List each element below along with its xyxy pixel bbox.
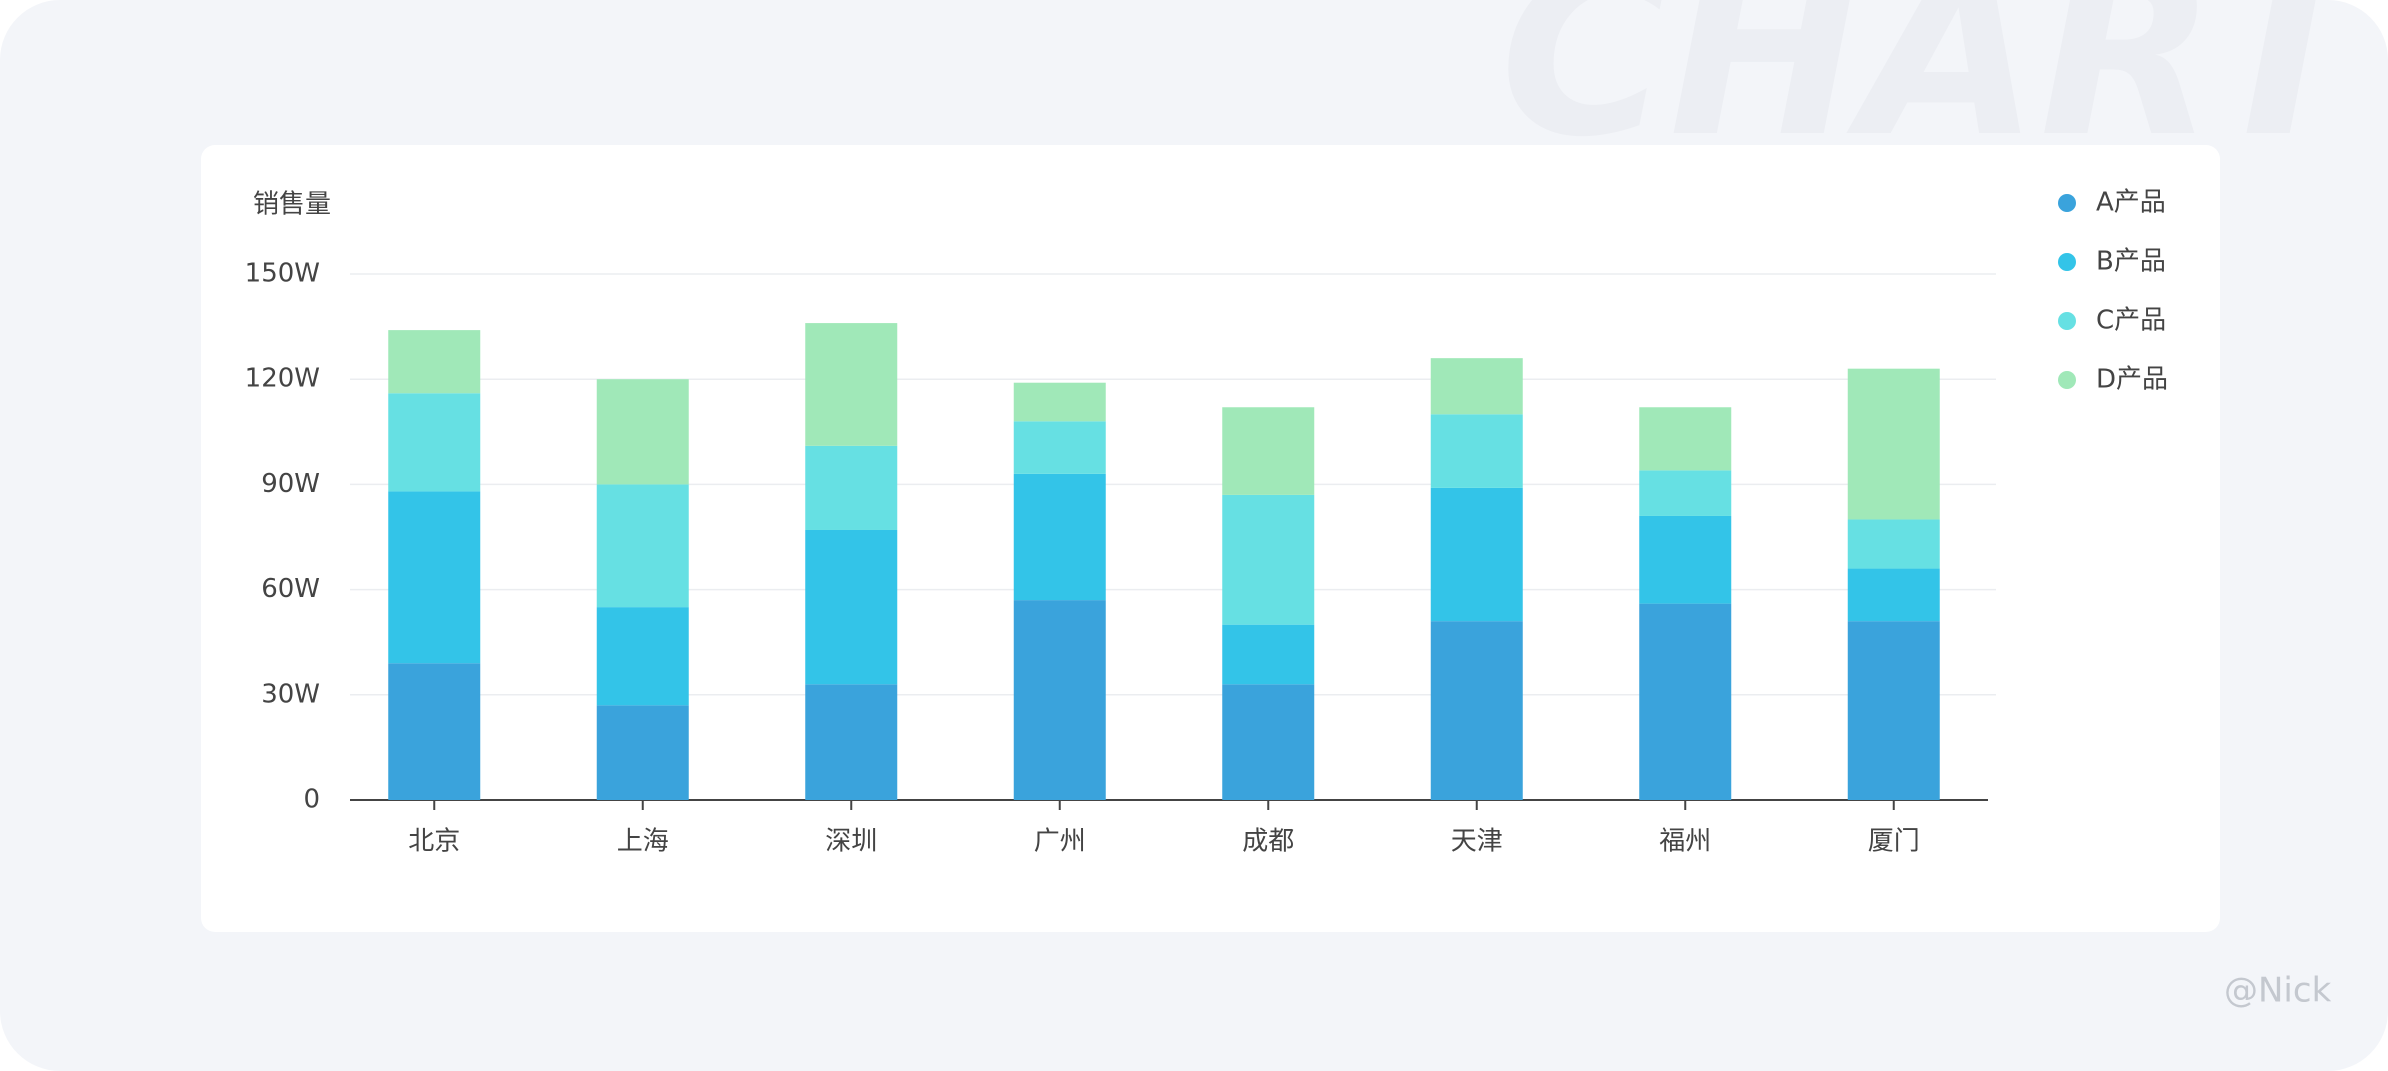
legend-marker xyxy=(2058,194,2076,212)
bar-segment xyxy=(596,484,689,608)
bar-segment xyxy=(1639,470,1732,516)
bar-segment xyxy=(596,705,689,800)
y-tick-label: 150W xyxy=(245,259,320,289)
bar-segment xyxy=(596,379,689,485)
bar-segment xyxy=(1222,624,1315,685)
y-axis-label: 销售量 xyxy=(253,190,331,220)
bar-segment xyxy=(388,330,481,394)
legend-marker xyxy=(2058,312,2076,330)
y-tick-label: 90W xyxy=(261,469,320,499)
x-tick-label: 厦门 xyxy=(1868,827,1920,857)
bar-segment xyxy=(1847,519,1940,569)
x-tick-label: 上海 xyxy=(617,827,669,857)
bar-segment xyxy=(1222,494,1315,625)
bar-segment xyxy=(1639,603,1732,800)
bar-segment xyxy=(1013,382,1106,422)
bar-segment xyxy=(1639,515,1732,604)
bar-segment xyxy=(1222,407,1315,495)
bar-segment xyxy=(805,684,898,800)
legend-label: B产品 xyxy=(2096,247,2166,277)
bar-segment xyxy=(596,607,689,706)
bar-segment xyxy=(388,491,481,664)
bar-segment xyxy=(1430,414,1523,488)
bar-segment xyxy=(805,323,898,446)
bar-segment xyxy=(805,529,898,685)
watermark: @Nick xyxy=(2224,971,2332,1011)
legend-label: A产品 xyxy=(2096,188,2166,218)
bar-segment xyxy=(805,445,898,530)
bar-segment xyxy=(1430,358,1523,415)
y-tick-label: 0 xyxy=(303,785,320,815)
bar-segment xyxy=(388,663,481,800)
bar-segment xyxy=(388,393,481,492)
x-tick-label: 天津 xyxy=(1451,827,1503,857)
bar-segment xyxy=(1847,368,1940,520)
x-tick-label: 广州 xyxy=(1034,827,1086,857)
x-tick-label: 成都 xyxy=(1242,827,1294,857)
legend-label: D产品 xyxy=(2096,365,2168,395)
bar-segment xyxy=(1013,600,1106,800)
legend-marker xyxy=(2058,253,2076,271)
legend-label: C产品 xyxy=(2096,306,2166,336)
bar-segment xyxy=(1847,621,1940,800)
bar-segment xyxy=(1847,568,1940,622)
bar-segment xyxy=(1430,621,1523,800)
bar-segment xyxy=(1013,421,1106,474)
bar-segment xyxy=(1639,407,1732,471)
x-tick-label: 北京 xyxy=(408,827,460,857)
y-tick-label: 30W xyxy=(261,679,320,709)
legend-marker xyxy=(2058,371,2076,389)
bar-segment xyxy=(1013,473,1106,601)
bar-segment xyxy=(1430,487,1523,622)
bar-segment xyxy=(1222,684,1315,800)
x-tick-label: 深圳 xyxy=(825,827,877,857)
x-tick-label: 福州 xyxy=(1659,827,1711,857)
y-tick-label: 120W xyxy=(245,364,320,394)
y-tick-label: 60W xyxy=(261,574,320,604)
